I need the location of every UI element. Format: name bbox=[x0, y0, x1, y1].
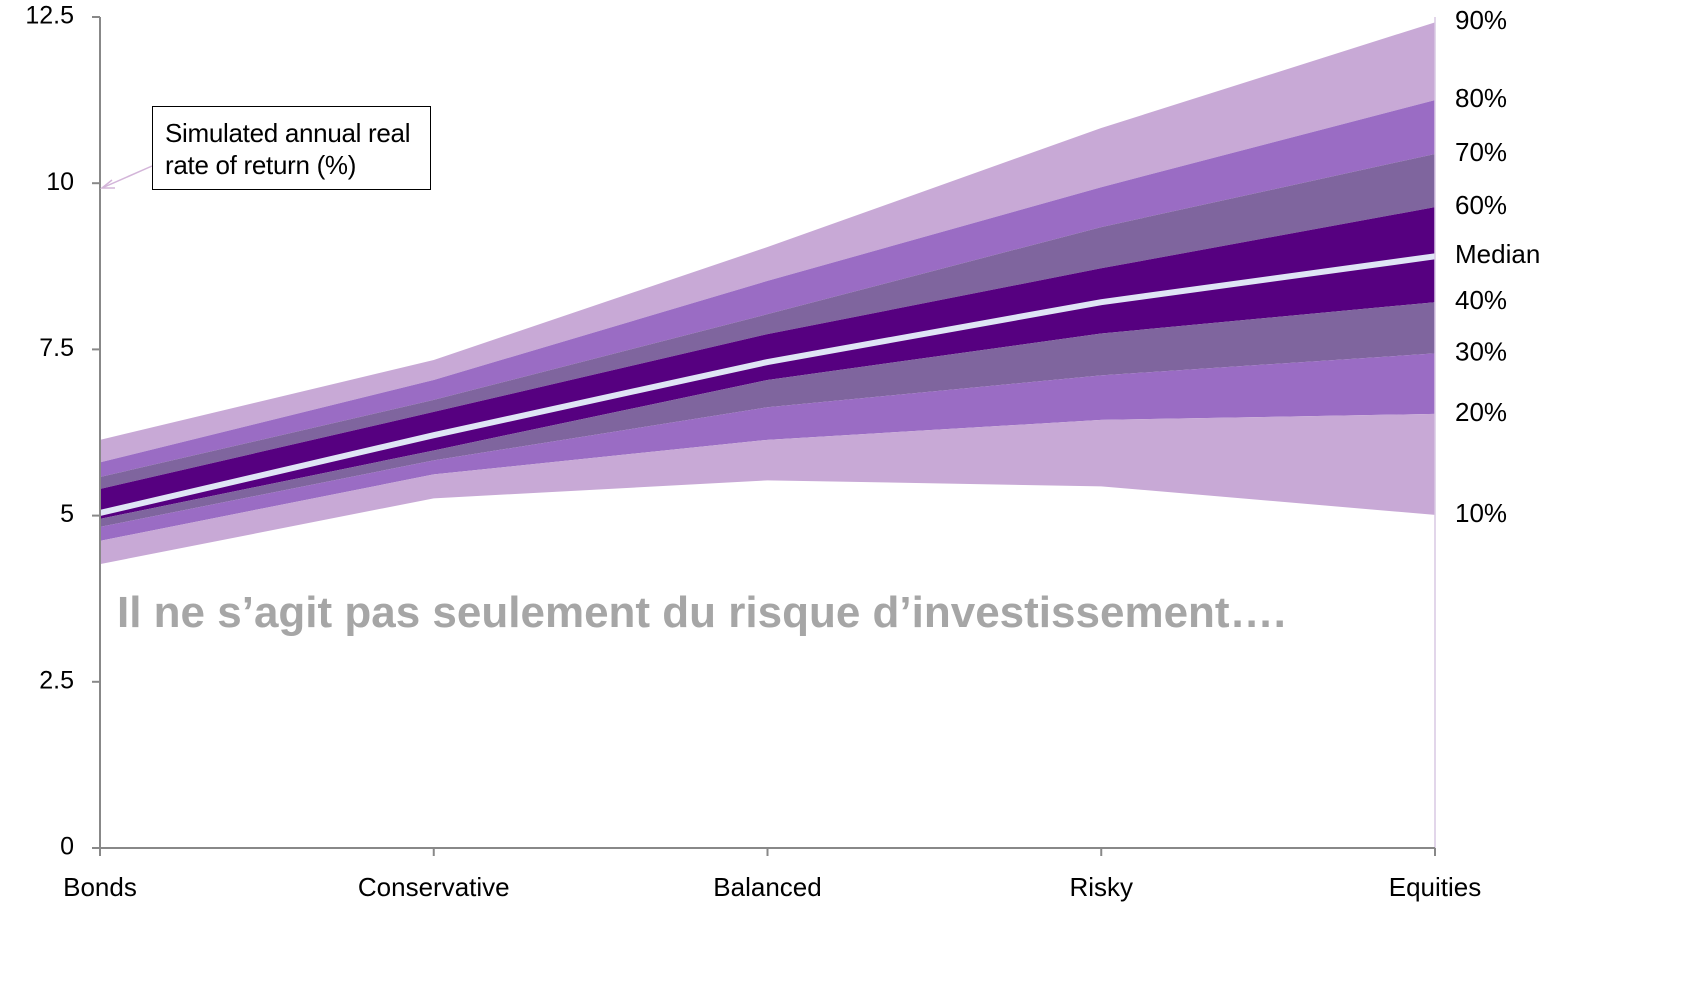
x-tick-label: Bonds bbox=[63, 872, 137, 902]
x-tick-label: Equities bbox=[1389, 872, 1482, 902]
annotation-arrowhead bbox=[99, 179, 115, 189]
band bbox=[100, 22, 1435, 463]
y-tick-label: 10 bbox=[46, 168, 74, 196]
series-label: 30% bbox=[1455, 336, 1507, 366]
y-tick-label: 0 bbox=[60, 833, 74, 861]
band bbox=[100, 256, 1435, 519]
series-label: 10% bbox=[1455, 498, 1507, 528]
series-label: 80% bbox=[1455, 83, 1507, 113]
x-tick-label: Risky bbox=[1069, 872, 1133, 902]
median-line bbox=[99, 253, 1436, 516]
x-tick-label: Conservative bbox=[358, 872, 510, 902]
series-label: 90% bbox=[1455, 5, 1507, 35]
watermark: Il ne s’agit pas seulement du risque d’i… bbox=[117, 588, 1286, 637]
band bbox=[100, 302, 1435, 527]
band bbox=[100, 153, 1435, 490]
y-tick-label: 12.5 bbox=[25, 2, 74, 30]
x-tick-label: Balanced bbox=[713, 872, 821, 902]
band bbox=[100, 353, 1435, 541]
band bbox=[100, 413, 1435, 565]
series-label: 40% bbox=[1455, 285, 1507, 315]
series-label: 70% bbox=[1455, 137, 1507, 167]
y-tick-label: 7.5 bbox=[39, 334, 74, 362]
y-tick-label: 5 bbox=[60, 500, 74, 528]
series-label: Median bbox=[1455, 239, 1540, 269]
series-label: 60% bbox=[1455, 190, 1507, 220]
y-tick-label: 2.5 bbox=[39, 666, 74, 694]
band bbox=[100, 100, 1435, 478]
annotation: Simulated annual real rate of return (%) bbox=[152, 106, 431, 190]
series-label: 20% bbox=[1455, 397, 1507, 427]
annotation-arrow bbox=[101, 165, 153, 189]
